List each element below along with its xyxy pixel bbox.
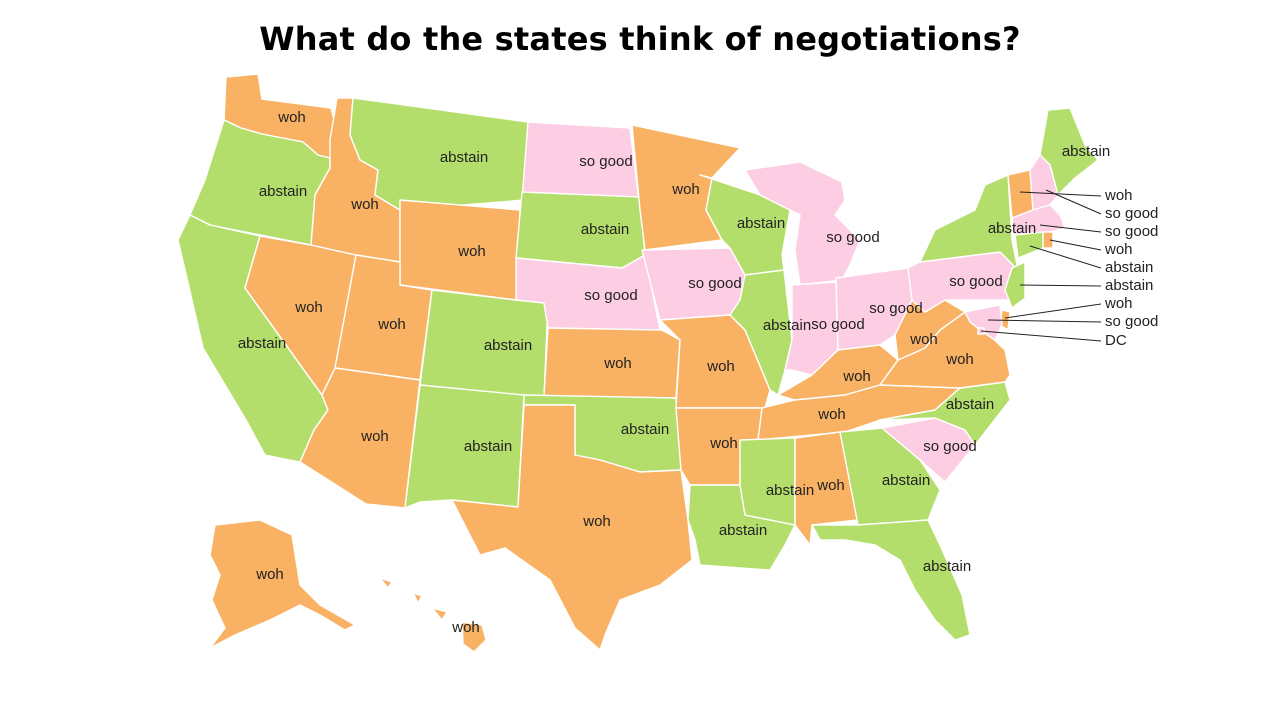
callout-label-ct: abstain bbox=[1105, 259, 1153, 276]
state-label-mo: woh bbox=[706, 358, 735, 375]
state-hi bbox=[379, 577, 487, 653]
state-label-ok: abstain bbox=[621, 421, 669, 438]
callout-label-ri: woh bbox=[1104, 241, 1133, 258]
state-label-il: abstain bbox=[763, 317, 811, 334]
state-label-or: abstain bbox=[259, 183, 307, 200]
state-ms bbox=[739, 437, 796, 526]
state-label-ny: abstain bbox=[988, 220, 1036, 237]
callout-line-dc bbox=[980, 330, 1102, 342]
state-label-ut: woh bbox=[377, 316, 406, 333]
state-nc bbox=[879, 381, 1011, 446]
states-layer bbox=[177, 73, 1099, 653]
state-label-id: woh bbox=[350, 196, 379, 213]
callout-label-dc: DC bbox=[1105, 332, 1127, 349]
callout-line-ri bbox=[1049, 239, 1102, 251]
state-il bbox=[729, 269, 793, 396]
callout-label-nh: so good bbox=[1105, 205, 1158, 222]
state-label-sd: abstain bbox=[581, 221, 629, 238]
state-label-nc: abstain bbox=[946, 396, 994, 413]
state-label-wi: abstain bbox=[737, 215, 785, 232]
state-label-tn: woh bbox=[817, 406, 846, 423]
state-label-nd: so good bbox=[579, 153, 632, 170]
state-label-nv: woh bbox=[294, 299, 323, 316]
state-label-nm: abstain bbox=[464, 438, 512, 455]
callout-label-nj: abstain bbox=[1105, 277, 1153, 294]
state-ak bbox=[209, 519, 356, 649]
state-label-az: woh bbox=[360, 428, 389, 445]
state-label-mt: abstain bbox=[440, 149, 488, 166]
callout-label-md: so good bbox=[1105, 313, 1158, 330]
state-md bbox=[964, 304, 1003, 341]
state-label-ga: abstain bbox=[882, 472, 930, 489]
state-label-hi: woh bbox=[451, 619, 480, 636]
callout-line-de bbox=[1004, 303, 1102, 319]
state-label-ca: abstain bbox=[238, 335, 286, 352]
state-label-mi: so good bbox=[826, 229, 879, 246]
state-label-co: abstain bbox=[484, 337, 532, 354]
state-labels-layer: wohabstainabstainwohwohabstainwohwohwoha… bbox=[238, 109, 1110, 636]
callout-label-ma: so good bbox=[1105, 223, 1158, 240]
state-label-oh: so good bbox=[869, 300, 922, 317]
state-label-ak: woh bbox=[255, 566, 284, 583]
state-tx bbox=[451, 404, 693, 651]
callout-line-nh bbox=[1045, 189, 1102, 215]
state-label-me: abstain bbox=[1062, 143, 1110, 160]
state-label-pa: so good bbox=[949, 273, 1002, 290]
callout-label-vt: woh bbox=[1104, 187, 1133, 204]
callout-line-ma bbox=[1039, 224, 1102, 233]
state-label-al: woh bbox=[816, 477, 845, 494]
callout-line-vt bbox=[1019, 191, 1102, 197]
state-label-sc: so good bbox=[923, 438, 976, 455]
state-label-ar: woh bbox=[709, 435, 738, 452]
state-fl bbox=[811, 519, 971, 641]
state-label-in: so good bbox=[811, 316, 864, 333]
state-label-la: abstain bbox=[719, 522, 767, 539]
callout-line-md bbox=[987, 319, 1102, 323]
state-label-wa: woh bbox=[277, 109, 306, 126]
state-label-wv: woh bbox=[909, 331, 938, 348]
state-label-tx: woh bbox=[582, 513, 611, 530]
state-label-wy: woh bbox=[457, 243, 486, 260]
state-label-fl: abstain bbox=[923, 558, 971, 575]
map-title: What do the states think of negotiations… bbox=[259, 20, 1021, 58]
state-mi bbox=[744, 161, 861, 286]
state-label-ia: so good bbox=[688, 275, 741, 292]
state-label-va: woh bbox=[945, 351, 974, 368]
callout-line-ct bbox=[1029, 245, 1102, 269]
state-nj bbox=[1004, 261, 1026, 309]
state-label-ks: woh bbox=[603, 355, 632, 372]
callout-label-de: woh bbox=[1104, 295, 1133, 312]
state-label-ky: woh bbox=[842, 368, 871, 385]
state-label-mn: woh bbox=[671, 181, 700, 198]
callout-line-nj bbox=[1019, 284, 1102, 287]
state-label-ne: so good bbox=[584, 287, 637, 304]
state-label-ms: abstain bbox=[766, 482, 814, 499]
state-ct bbox=[1014, 231, 1044, 259]
